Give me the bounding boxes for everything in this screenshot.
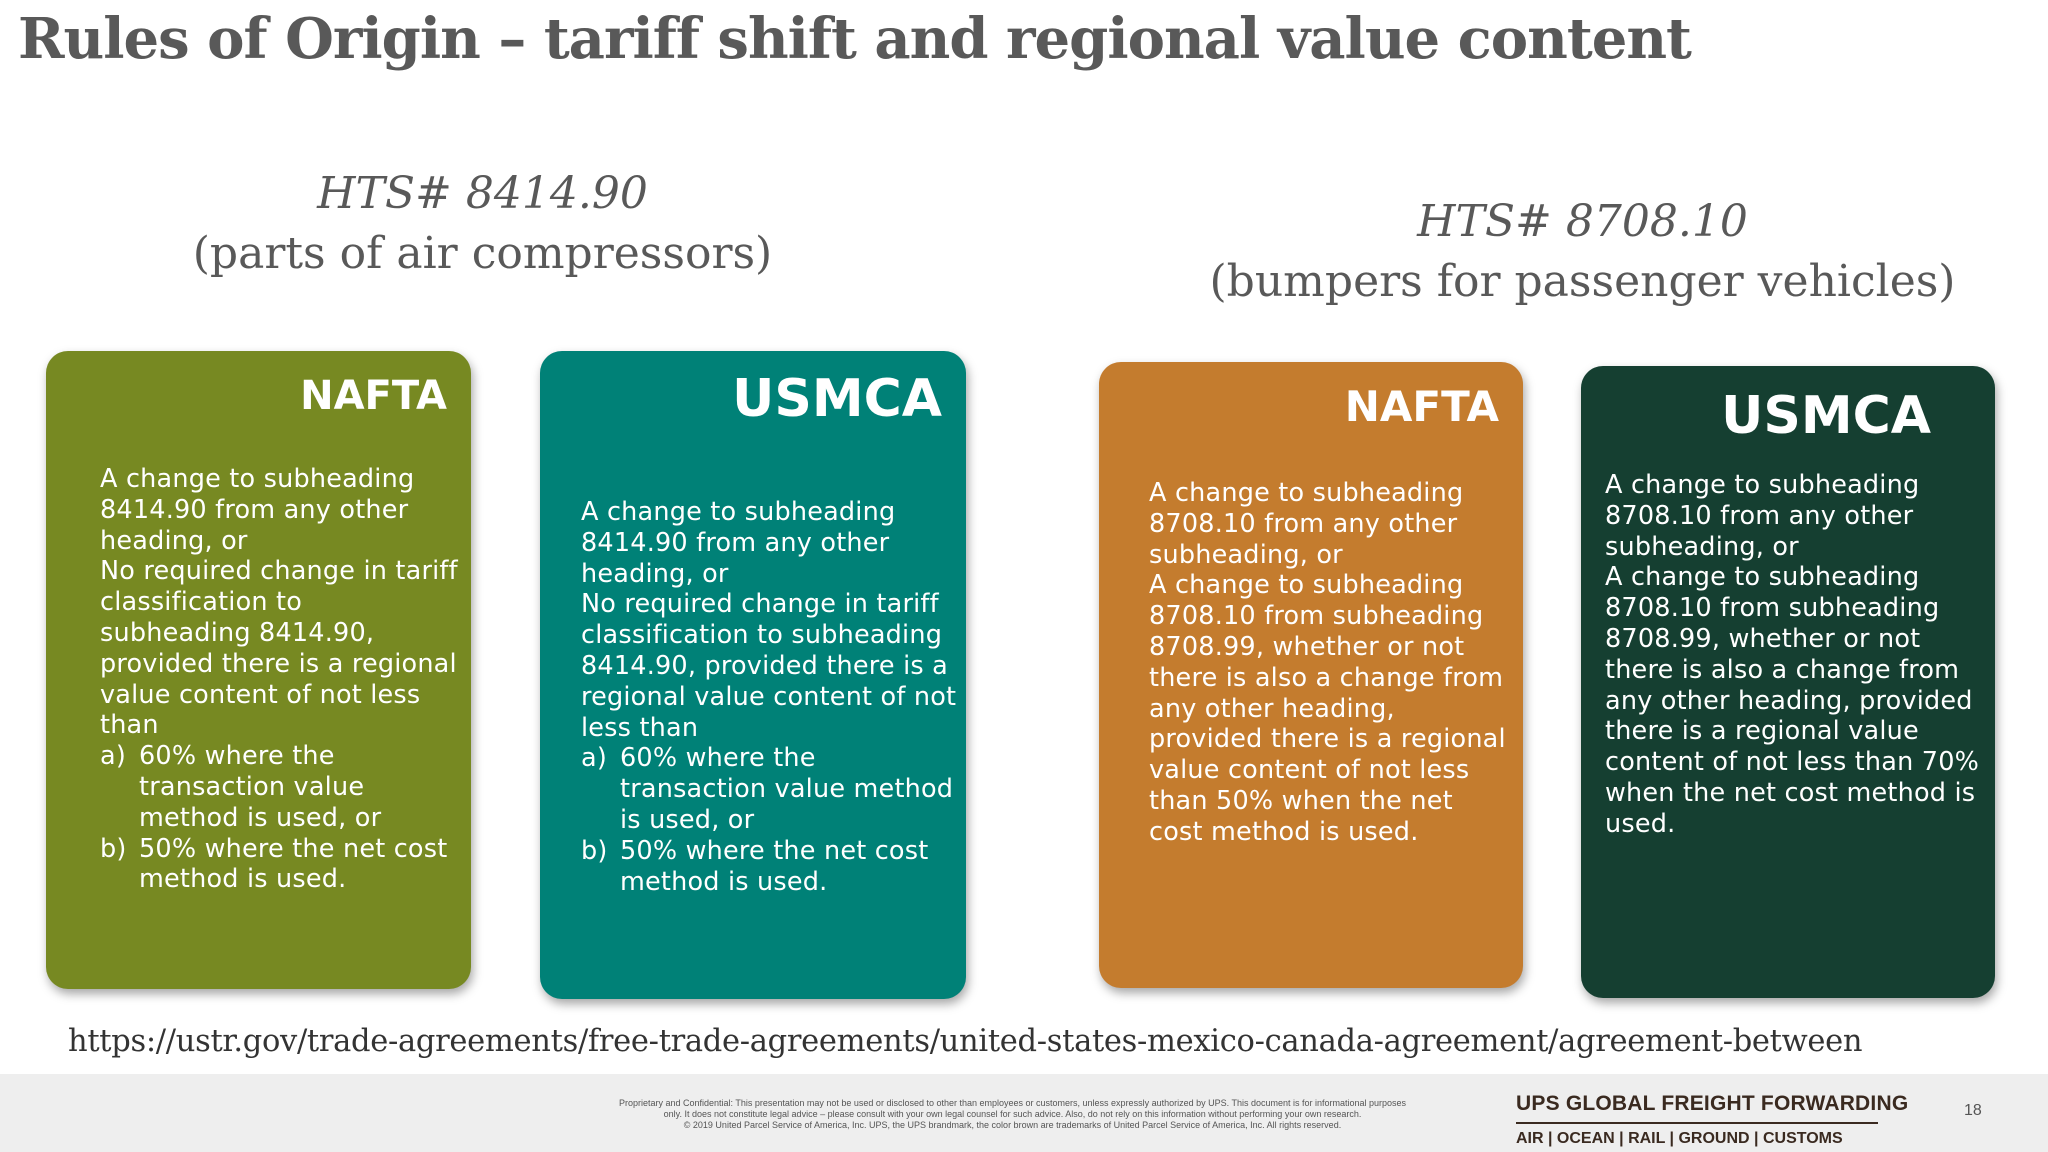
rule-paragraph: A change to subheading 8708.10 from any … [1149, 478, 1464, 570]
source-url: https://ustr.gov/trade-agreements/free-t… [68, 1024, 1863, 1059]
list-item-text: 50% where the net cost method is used. [620, 835, 929, 897]
rule-conditions-list: a) 60% where the transaction value method… [581, 743, 961, 897]
hts-description: (bumpers for passenger vehicles) [1209, 256, 1956, 307]
slide-footer: Proprietary and Confidential: This prese… [0, 1074, 2048, 1152]
card-rule-text: A change to subheading 8708.10 from any … [1149, 478, 1509, 848]
hts-number: HTS# 8708.10 [1417, 196, 1748, 247]
card-rule-text: A change to subheading 8414.90 from any … [581, 497, 961, 897]
hts-heading-right: HTS# 8708.10 (bumpers for passenger vehi… [1160, 192, 2005, 312]
card-rule-text: A change to subheading 8708.10 from any … [1605, 470, 1990, 840]
card-title: USMCA [732, 369, 942, 429]
hts-number: HTS# 8414.90 [317, 168, 648, 219]
hts-description: (parts of air compressors) [192, 228, 773, 279]
brand-modes: AIR | OCEAN | RAIL | GROUND | CUSTOMS [1516, 1130, 1843, 1147]
rule-conditions-list: a) 60% where the transaction value method… [100, 741, 460, 895]
card-usmca-8414: USMCA A change to subheading 8414.90 fro… [540, 351, 966, 999]
list-item: a) 60% where the transaction value method… [100, 741, 460, 833]
list-item-text: 50% where the net cost method is used. [139, 833, 448, 895]
slide-title: Rules of Origin – tariff shift and regio… [18, 6, 1692, 72]
list-marker: a) [581, 743, 607, 774]
legal-line: only. It does not constitute legal advic… [663, 1109, 1362, 1119]
brand-logo: UPS GLOBAL FREIGHT FORWARDING AIR | OCEA… [1516, 1092, 1908, 1148]
legal-line: Proprietary and Confidential: This prese… [618, 1098, 1407, 1108]
list-marker: b) [581, 835, 608, 866]
list-marker: a) [100, 741, 126, 772]
list-item-text: 60% where the transaction value method i… [139, 741, 382, 833]
list-item: b) 50% where the net cost method is used. [100, 834, 460, 896]
rule-paragraph: A change to subheading 8708.10 from subh… [1149, 570, 1506, 847]
brand-name: UPS GLOBAL FREIGHT FORWARDING [1516, 1092, 1908, 1124]
card-nafta-8414: NAFTA A change to subheading 8414.90 fro… [46, 351, 471, 989]
list-item-text: 60% where the transaction value method i… [620, 743, 954, 835]
legal-line: © 2019 United Parcel Service of America,… [683, 1120, 1342, 1130]
list-marker: b) [100, 833, 127, 864]
card-rule-text: A change to subheading 8414.90 from any … [100, 464, 460, 895]
list-item: b) 50% where the net cost method is used. [581, 836, 961, 898]
rule-paragraph: A change to subheading 8708.10 from any … [1605, 470, 1920, 562]
rule-paragraph: No required change in tariff classificat… [581, 589, 957, 743]
card-nafta-8708: NAFTA A change to subheading 8708.10 fro… [1099, 362, 1523, 988]
rule-paragraph: No required change in tariff classificat… [100, 556, 458, 741]
card-title: USMCA [1721, 386, 1931, 446]
card-usmca-8708: USMCA A change to subheading 8708.10 fro… [1581, 366, 1995, 998]
rule-paragraph: A change to subheading 8708.10 from subh… [1605, 562, 1980, 839]
card-title: NAFTA [300, 373, 447, 419]
list-item: a) 60% where the transaction value method… [581, 743, 961, 835]
page-number: 18 [1964, 1102, 1982, 1119]
card-title: NAFTA [1344, 382, 1499, 431]
rule-paragraph: A change to subheading 8414.90 from any … [581, 497, 896, 589]
hts-heading-left: HTS# 8414.90 (parts of air compressors) [150, 164, 815, 284]
rule-paragraph: A change to subheading 8414.90 from any … [100, 464, 415, 556]
legal-disclaimer: Proprietary and Confidential: This prese… [520, 1098, 1505, 1131]
